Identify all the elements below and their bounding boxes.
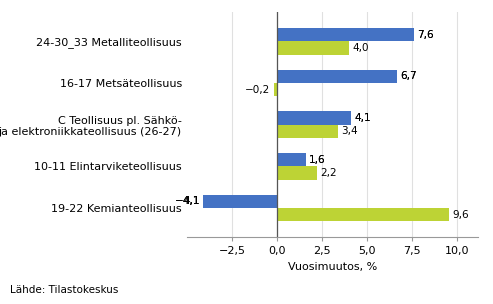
Bar <box>277 28 414 41</box>
Text: 6,7: 6,7 <box>401 71 417 81</box>
Text: 1,6: 1,6 <box>309 155 326 165</box>
Text: 4,1: 4,1 <box>354 113 371 123</box>
Bar <box>277 166 317 180</box>
Text: 2,2: 2,2 <box>320 168 336 178</box>
Text: 4,1: 4,1 <box>354 113 371 123</box>
Text: 6,7: 6,7 <box>401 71 417 81</box>
Bar <box>277 125 338 138</box>
Text: 3,4: 3,4 <box>341 126 358 136</box>
Bar <box>277 41 349 55</box>
Bar <box>277 153 306 166</box>
Text: 9,6: 9,6 <box>453 210 469 219</box>
Text: 4,1: 4,1 <box>184 196 200 206</box>
Text: 7,6: 7,6 <box>417 30 433 40</box>
X-axis label: Vuosimuutos, %: Vuosimuutos, % <box>288 262 378 272</box>
Bar <box>277 111 351 125</box>
Bar <box>277 208 450 221</box>
Text: 4,0: 4,0 <box>352 43 369 53</box>
Bar <box>277 70 397 83</box>
Bar <box>204 195 277 208</box>
Text: 1,6: 1,6 <box>309 155 326 165</box>
Bar <box>274 83 277 96</box>
Text: −4,1: −4,1 <box>175 196 200 206</box>
Text: 7,6: 7,6 <box>417 30 433 40</box>
Text: −0,2: −0,2 <box>245 85 270 95</box>
Text: Lähde: Tilastokeskus: Lähde: Tilastokeskus <box>10 285 118 295</box>
Text: −4,1: −4,1 <box>175 196 200 206</box>
